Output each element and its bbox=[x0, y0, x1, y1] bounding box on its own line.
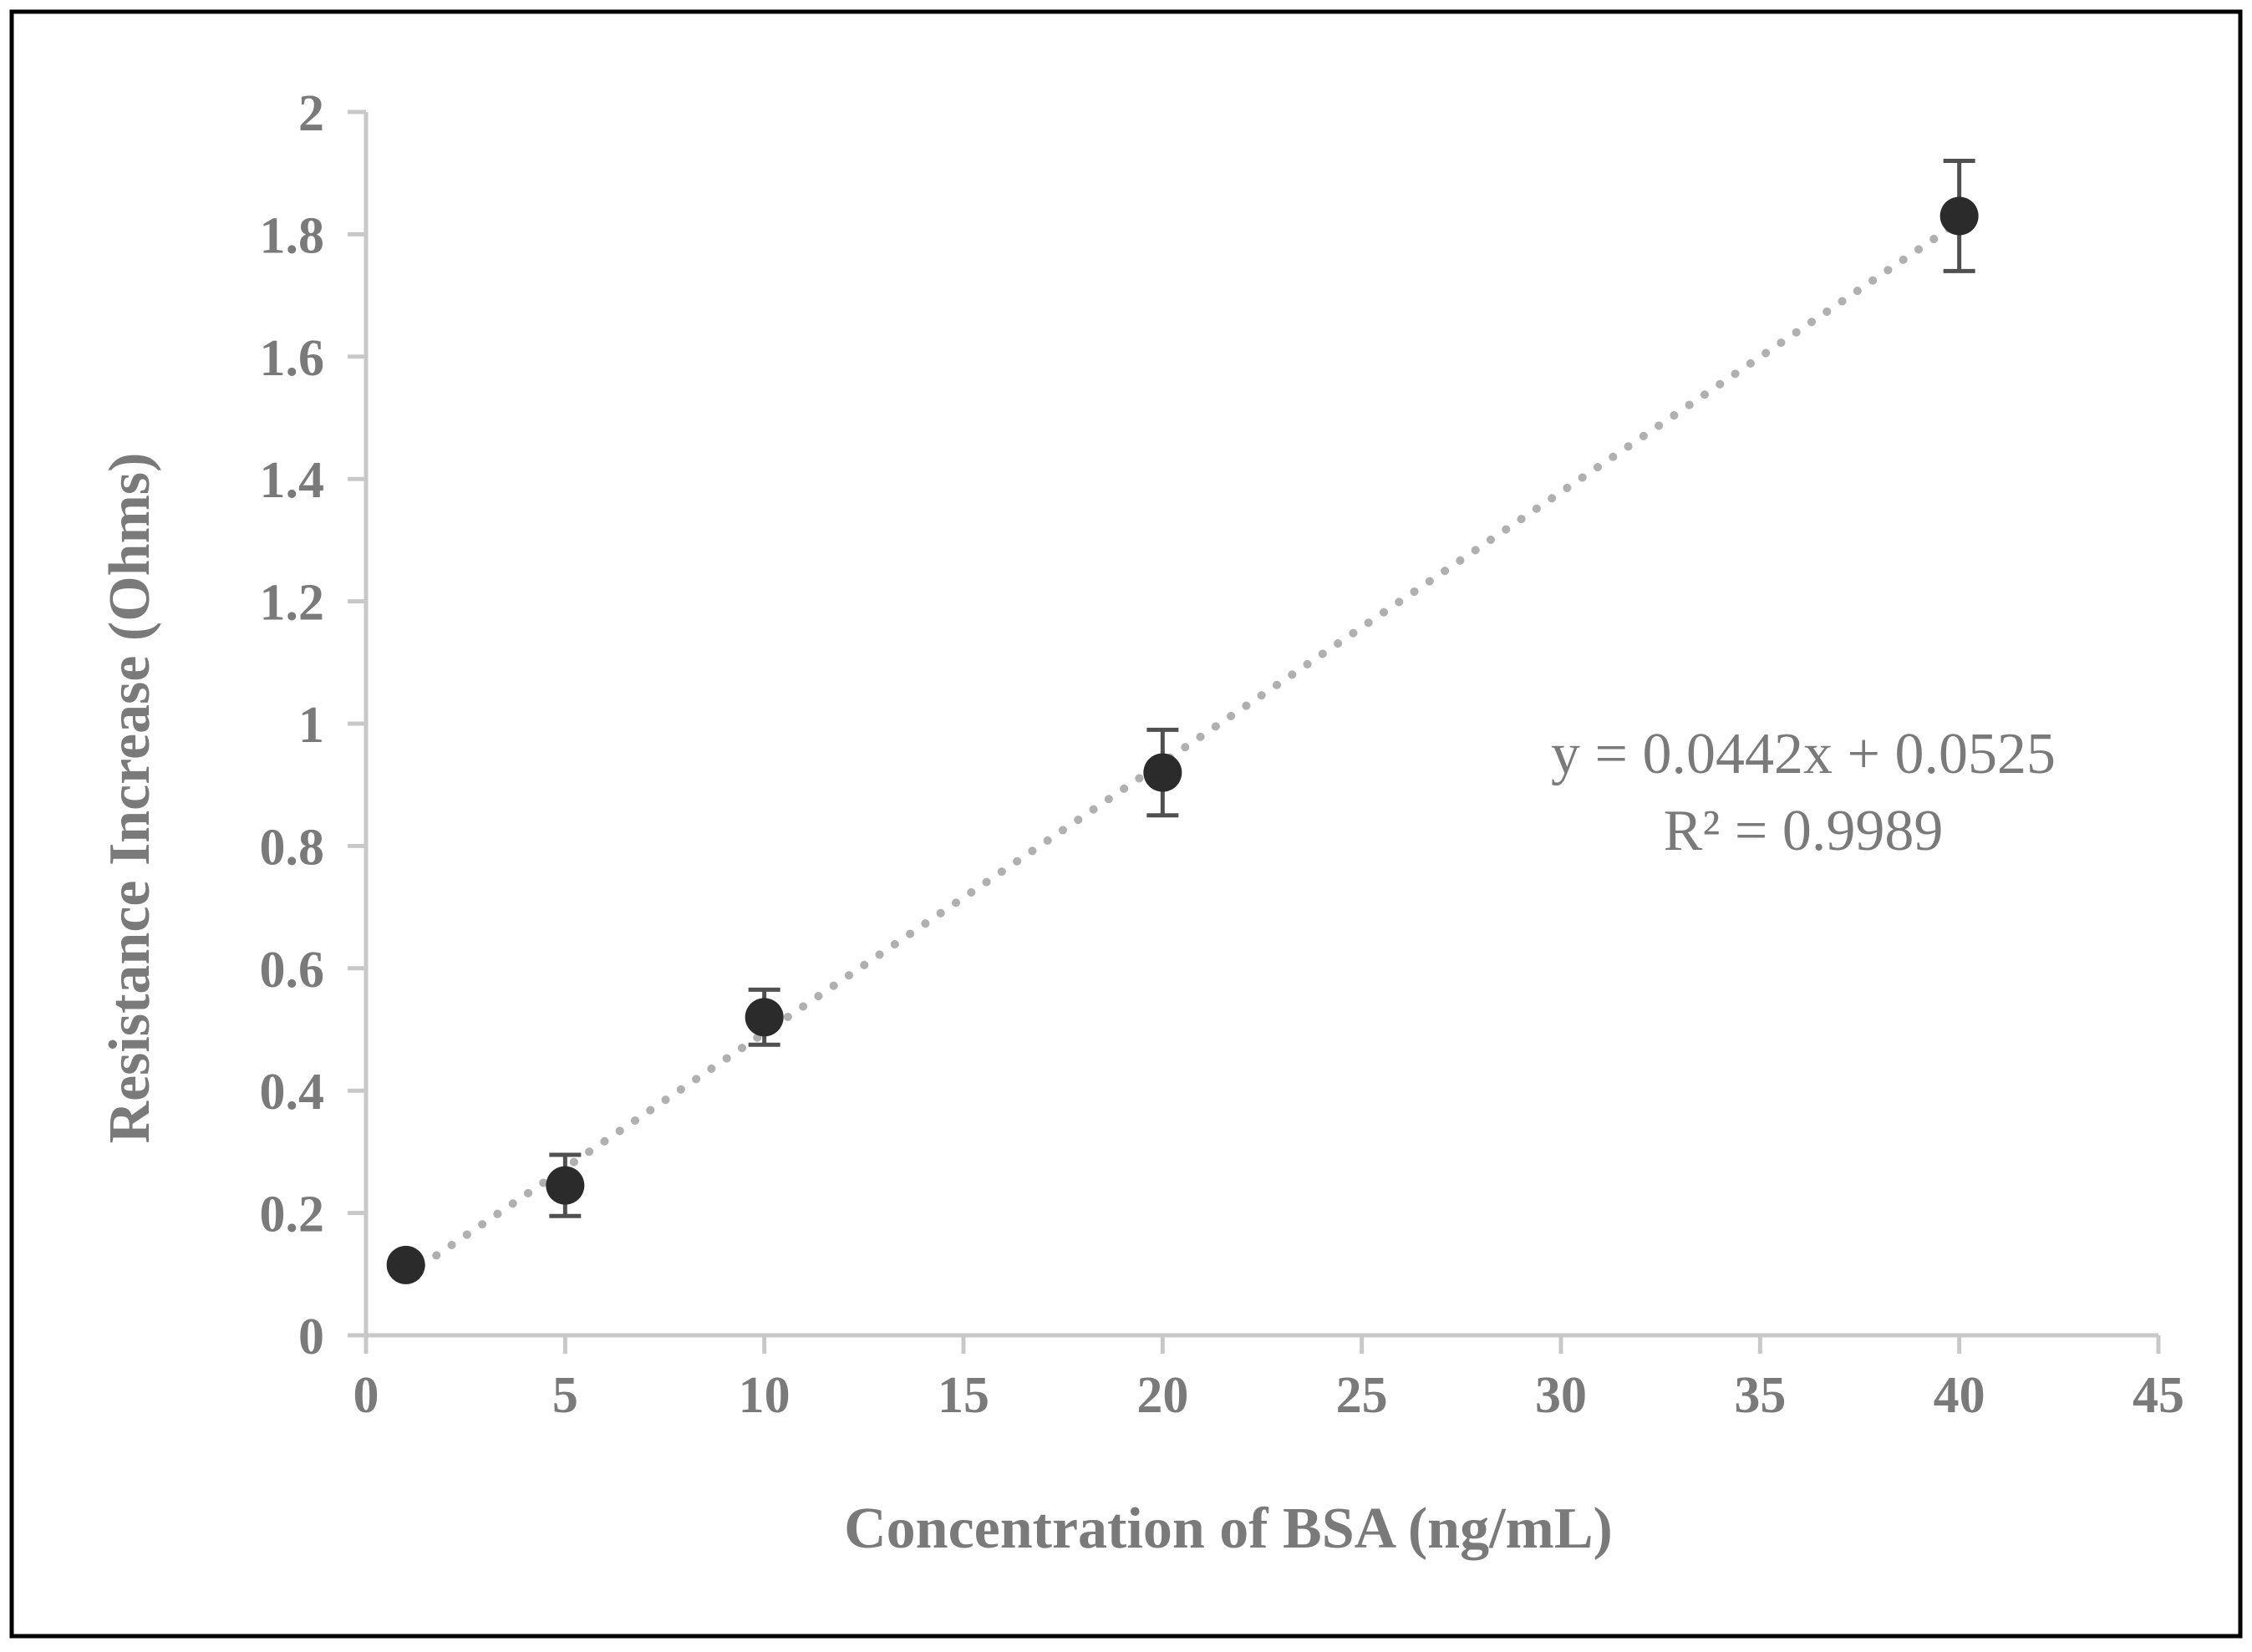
x-tick-label: 25 bbox=[1336, 1367, 1388, 1424]
y-tick-label: 0.8 bbox=[260, 819, 325, 876]
data-point bbox=[546, 1166, 585, 1205]
data-points bbox=[386, 196, 1979, 1284]
data-point bbox=[1939, 196, 1979, 236]
trendline bbox=[401, 217, 1964, 1281]
y-tick-label: 1 bbox=[298, 697, 324, 754]
y-tick-label: 0.2 bbox=[260, 1187, 325, 1243]
x-tick-label: 40 bbox=[1934, 1367, 1985, 1424]
x-tick-label: 15 bbox=[938, 1367, 989, 1424]
x-tick-label: 10 bbox=[739, 1367, 790, 1424]
y-tick-label: 0 bbox=[298, 1309, 324, 1365]
trendline-r-squared: R² = 0.9989 bbox=[1664, 799, 1944, 863]
trendline-group bbox=[401, 217, 1964, 1281]
y-tick-label: 1.4 bbox=[260, 452, 325, 509]
x-axis-title: Concentration of BSA (ng/mL) bbox=[844, 1497, 1613, 1561]
y-tick-label: 1.8 bbox=[260, 207, 325, 264]
x-tick-label: 20 bbox=[1136, 1367, 1188, 1424]
y-tick-label: 1.2 bbox=[260, 575, 325, 632]
x-tick-label: 0 bbox=[353, 1367, 379, 1424]
y-ticks: 0 0.2 0.4 0.6 0.8 1 1.2 1.4 1.6 1.8 2 bbox=[260, 85, 366, 1365]
x-tick-label: 35 bbox=[1734, 1367, 1786, 1424]
outer-border bbox=[9, 9, 2243, 1639]
data-point bbox=[386, 1245, 425, 1284]
y-tick-label: 1.6 bbox=[260, 330, 325, 387]
x-tick-label: 5 bbox=[552, 1367, 578, 1424]
y-axis-title: Resistance Increase (Ohms) bbox=[98, 453, 162, 1144]
x-tick-label: 30 bbox=[1535, 1367, 1587, 1424]
data-point bbox=[1143, 753, 1182, 792]
x-ticks: 0 5 10 15 20 25 30 35 40 45 bbox=[353, 1335, 2184, 1424]
y-tick-label: 0.6 bbox=[260, 942, 325, 999]
y-tick-label: 0.4 bbox=[260, 1064, 325, 1121]
x-tick-label: 45 bbox=[2133, 1367, 2184, 1424]
y-tick-label: 2 bbox=[298, 85, 324, 142]
trendline-equation: y = 0.0442x + 0.0525 bbox=[1551, 722, 2056, 786]
data-point bbox=[745, 998, 784, 1037]
